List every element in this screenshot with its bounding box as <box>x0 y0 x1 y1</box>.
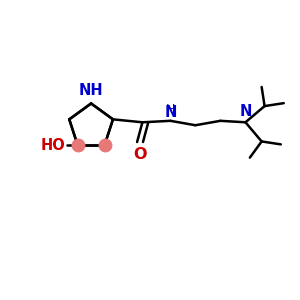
Text: N: N <box>164 105 177 120</box>
Text: NH: NH <box>79 83 104 98</box>
Text: O: O <box>133 147 147 162</box>
Text: N: N <box>239 104 252 119</box>
Text: HO: HO <box>41 137 66 152</box>
Text: H: H <box>166 103 175 116</box>
